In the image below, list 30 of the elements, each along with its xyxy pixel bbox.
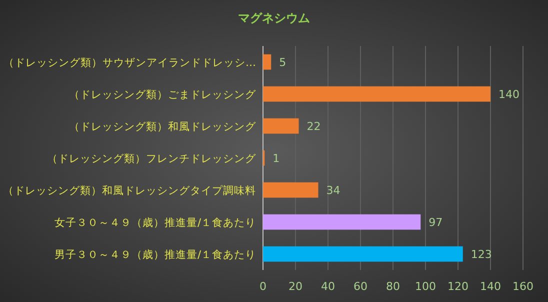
- y-tick-label: 男子３０～４９（歳）推進量/１食あたり: [54, 248, 256, 261]
- y-tick-label: （ドレッシング類）ごまドレッシング: [69, 89, 257, 101]
- x-tick-label: 100: [415, 280, 436, 293]
- bar: [263, 246, 463, 262]
- x-tick-label: 40: [321, 280, 335, 293]
- data-label: 5: [279, 56, 286, 69]
- bar: [263, 214, 421, 230]
- x-tick-label: 140: [480, 280, 501, 293]
- y-tick-label: 女子３０～４９（歳）推進量/１食あたり: [54, 216, 256, 229]
- y-tick-label: （ドレッシング類）フレンチドレッシング: [47, 153, 257, 165]
- x-tick-label: 120: [448, 280, 468, 293]
- y-tick-label: （ドレッシング類）サウザンアイランドドレッシ…: [4, 57, 256, 69]
- x-tick-label: 80: [386, 280, 400, 293]
- data-label: 34: [326, 184, 340, 197]
- x-tick-label: 160: [512, 280, 534, 293]
- chart-title: マグネシウム: [238, 11, 310, 25]
- data-label: 97: [428, 216, 443, 229]
- bar: [263, 86, 490, 102]
- x-tick-label: 0: [260, 280, 266, 293]
- data-label: 22: [306, 120, 321, 133]
- y-tick-label: （ドレッシング類）和風ドレッシングタイプ調味料: [3, 184, 256, 197]
- x-tick-label: 20: [288, 280, 302, 293]
- bar: [263, 54, 272, 70]
- y-tick-label: （ドレッシング類）和風ドレッシング: [69, 120, 257, 133]
- data-label: 1: [272, 152, 280, 165]
- data-label: 140: [498, 88, 520, 101]
- data-label: 123: [470, 248, 492, 261]
- bar: [263, 182, 318, 198]
- x-tick-label: 60: [354, 280, 368, 293]
- bar: [263, 118, 299, 134]
